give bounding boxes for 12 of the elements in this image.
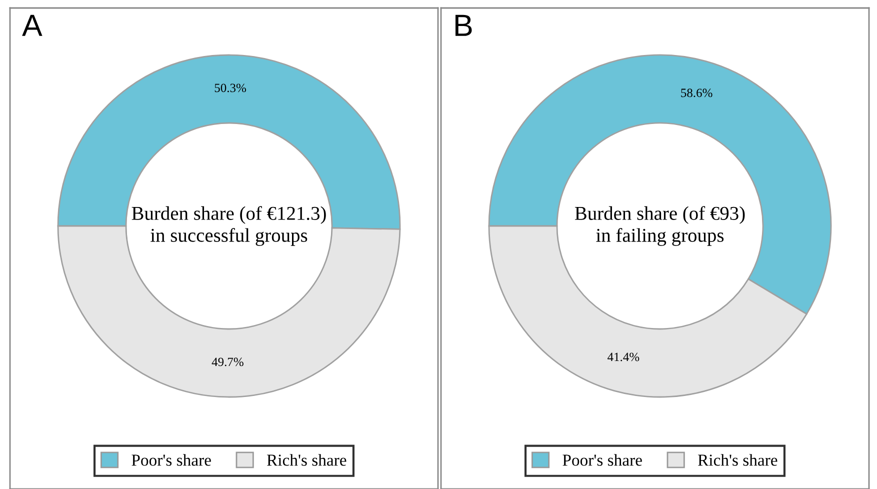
text: Burden share (of €93) in failing groups (574, 206, 745, 246)
legend-label: Rich's share (698, 454, 778, 466)
data-label: 41.4% (608, 352, 640, 362)
data-label: 50.3% (214, 84, 246, 92)
chart-title: B (456, 14, 472, 36)
chart-title: A (22, 14, 42, 36)
data-label: 49.7% (212, 358, 244, 366)
text: Burden share (of €121.3) in successful groups (132, 206, 326, 246)
legend-label: Poor's share (132, 454, 211, 466)
legend-label: Poor's share (562, 454, 642, 466)
data-label: 58.6% (681, 88, 712, 98)
legend-label: Rich's share (266, 454, 346, 466)
